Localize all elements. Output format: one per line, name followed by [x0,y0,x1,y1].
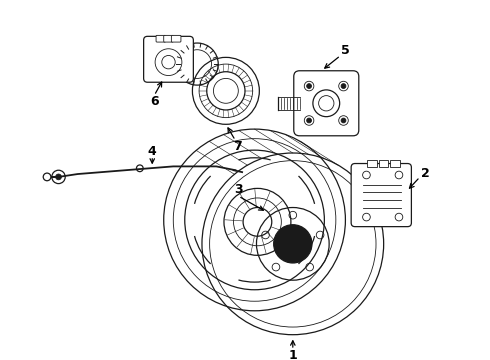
FancyBboxPatch shape [172,35,181,42]
FancyBboxPatch shape [294,71,359,136]
Text: 7: 7 [233,140,242,153]
Circle shape [274,225,312,263]
FancyBboxPatch shape [164,35,173,42]
Circle shape [307,118,312,123]
Text: 6: 6 [150,95,158,108]
Text: 2: 2 [421,167,430,180]
Bar [379,160,389,167]
Circle shape [56,174,61,180]
Circle shape [307,84,312,89]
Text: 5: 5 [341,44,350,57]
FancyBboxPatch shape [144,36,194,82]
Bar [368,160,377,167]
Text: 3: 3 [234,183,243,196]
Text: 1: 1 [289,349,297,360]
Circle shape [341,84,346,89]
Text: 4: 4 [148,145,157,158]
FancyBboxPatch shape [156,35,166,42]
Circle shape [341,118,346,123]
FancyBboxPatch shape [351,163,412,227]
Bar [391,160,400,167]
